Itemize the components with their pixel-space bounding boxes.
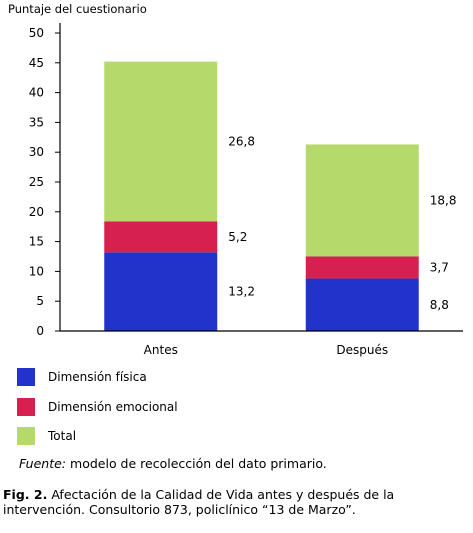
bar-antes-series-2 [104,61,218,222]
x-category-label-0: Antes [144,343,178,357]
data-label-1-1: 3,7 [430,261,449,275]
y-tick-label-30: 30 [29,145,44,159]
y-tick-label-20: 20 [29,205,44,219]
stacked-bar-chart: Puntaje del cuestionario 0 5 10 15 20 25 30 35 40… [8,2,463,357]
y-tick-label-45: 45 [29,56,44,70]
legend-label-emocional: Dimensión emocional [48,400,178,414]
caption-label: Fig. 2. [3,487,48,502]
y-tick-label-35: 35 [29,115,44,129]
y-tick-label-50: 50 [29,26,44,40]
data-label-1-2: 18,8 [430,193,457,207]
y-axis-title: Puntaje del cuestionario [8,2,147,16]
data-label-0-1: 5,2 [228,230,247,244]
data-label-0-2: 26,8 [228,134,255,148]
figure-caption: Fig. 2. Afectación de la Calidad de Vida… [3,487,471,517]
bar-despues-series-0 [305,278,419,331]
y-tick-label-25: 25 [29,175,44,189]
legend-label-total: Total [48,429,77,443]
y-tick-label-5: 5 [36,294,44,308]
legend-swatch-total [17,427,35,445]
bar-despues-series-2 [305,144,419,257]
legend-item-emocional: Dimensión emocional [17,397,178,417]
caption-text: Afectación de la Calidad de Vida antes y… [3,487,395,517]
source-text: modelo de recolección del dato primario. [70,456,327,471]
bar-antes-series-0 [104,252,218,331]
legend-item-total: Total [17,426,76,446]
data-label-0-0: 13,2 [228,285,255,299]
legend-item-fisica: Dimensión física [17,367,147,387]
data-label-1-0: 8,8 [430,298,449,312]
legend-label-fisica: Dimensión física [48,370,147,384]
bar-despues-series-1 [305,256,419,279]
bar-antes-series-1 [104,221,218,253]
source-label: Fuente: [19,456,67,471]
y-tick-label-10: 10 [29,264,44,278]
x-category-label-1: Después [336,343,388,357]
legend-swatch-fisica [17,368,35,386]
y-tick-label-40: 40 [29,86,44,100]
y-tick-label-0: 0 [36,324,44,338]
y-tick-label-15: 15 [29,235,44,249]
source-note: Fuente: modelo de recolección del dato p… [19,456,327,471]
legend-swatch-emocional [17,398,35,416]
